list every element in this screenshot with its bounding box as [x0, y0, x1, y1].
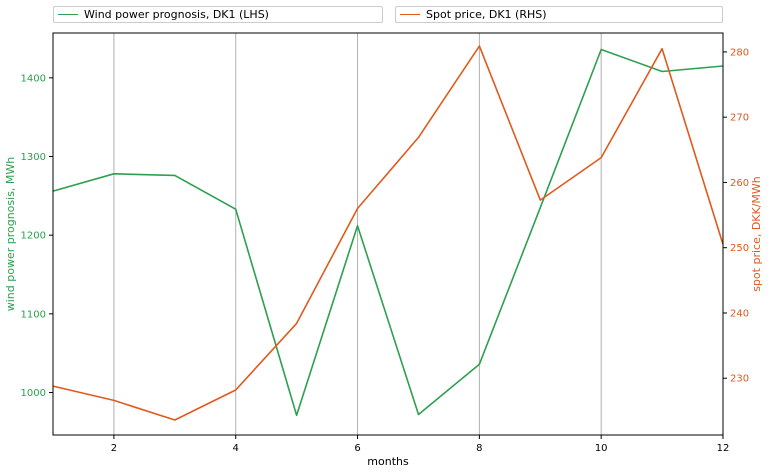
x-tick-label: 6: [354, 443, 360, 454]
x-tick-label: 12: [717, 443, 730, 454]
x-axis-label: months: [367, 455, 409, 468]
y-left-tick-label: 1400: [21, 73, 46, 84]
legend-item-wind: Wind power prognosis, DK1 (LHS): [53, 6, 383, 23]
x-tick-label: 4: [233, 443, 239, 454]
series-line-wind: [52, 48, 724, 417]
legend-label-wind: Wind power prognosis, DK1 (LHS): [84, 8, 269, 21]
y-right-tick-label: 240: [730, 308, 749, 319]
series-line-spot: [52, 45, 724, 421]
y-axis-right-label: spot price, DKK/MWh: [750, 176, 763, 292]
y-right-tick-label: 250: [730, 243, 749, 254]
y-axis-left-label: wind power prognosis, MWh: [4, 157, 17, 312]
y-left-tick-label: 1300: [21, 152, 46, 163]
gridlines: [113, 33, 724, 435]
x-tick-label: 8: [476, 443, 482, 454]
legend-item-spot: Spot price, DK1 (RHS): [395, 6, 723, 23]
y-right-tick-label: 260: [730, 178, 749, 189]
y-left-tick-label: 1200: [21, 231, 46, 242]
series-lines: [52, 45, 724, 421]
y-left-tick-label: 1000: [21, 388, 46, 399]
legend-label-spot: Spot price, DK1 (RHS): [426, 8, 547, 21]
x-tick-label: 10: [595, 443, 608, 454]
legend-swatch-wind: [58, 14, 78, 15]
y-right-tick-label: 230: [730, 374, 749, 385]
y-axis-right: 230 240 250 260 270 280: [723, 47, 749, 385]
y-axis-left: 1000 1100 1200 1300 1400: [21, 73, 53, 399]
y-right-tick-label: 270: [730, 113, 749, 124]
legend-swatch-spot: [400, 14, 420, 15]
plot-frame: [52, 32, 724, 436]
x-axis: 2 4 6 8 10 12: [111, 435, 730, 454]
y-right-tick-label: 280: [730, 47, 749, 58]
y-left-tick-label: 1100: [21, 309, 46, 320]
x-tick-label: 2: [111, 443, 117, 454]
